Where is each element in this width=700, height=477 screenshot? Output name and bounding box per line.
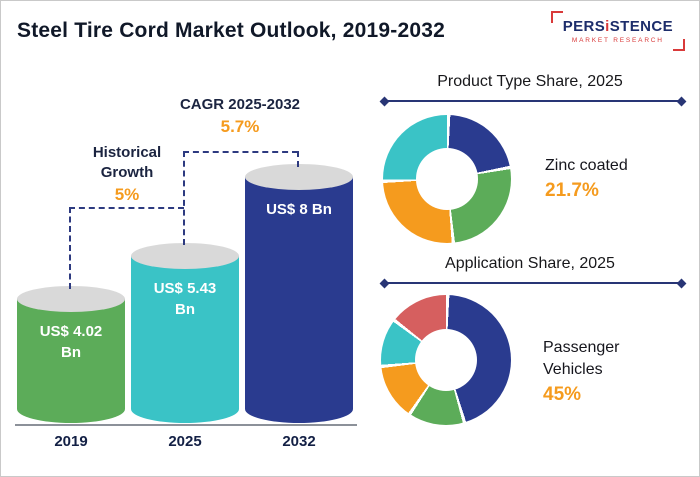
annotation-label: CAGR 2025-2032 — [179, 96, 301, 113]
donut-product-type — [383, 115, 511, 243]
brand-part-i: i — [605, 18, 610, 35]
brand-wordmark: PERSiSTENCE — [563, 18, 673, 35]
annotation-cagr: CAGR 2025-2032 5.7% — [165, 95, 315, 137]
bar-cap — [131, 243, 239, 269]
connector-line — [69, 207, 71, 289]
section-divider — [383, 282, 683, 284]
bar-2025: US$ 5.43 Bn — [131, 243, 239, 423]
bar-2019: US$ 4.02 Bn — [17, 286, 125, 423]
section-title-application: Application Share, 2025 — [445, 255, 615, 272]
bar-value-label-2032: US$ 8 Bn — [266, 201, 332, 218]
brand-tagline: MARKET RESEARCH — [571, 37, 664, 44]
brand-logo: PERSiSTENCE MARKET RESEARCH — [550, 11, 686, 51]
bar-cap — [17, 286, 125, 312]
section-divider — [383, 100, 683, 102]
annotation-historical-growth: Historical Growth 5% — [77, 143, 177, 205]
x-tick-2019: 2019 — [54, 433, 88, 450]
annotation-value: 5.7% — [220, 117, 260, 136]
donut-application — [381, 295, 511, 425]
bar-value-label-2025: US$ 5.43 Bn — [153, 280, 217, 318]
annotation-value: 5% — [114, 185, 140, 204]
donut-hole — [416, 148, 478, 210]
connector-line — [69, 207, 184, 209]
page-title: Steel Tire Cord Market Outlook, 2019-203… — [17, 19, 445, 42]
brand-part-pre: PERS — [562, 18, 606, 35]
annotation-label: Historical Growth — [92, 144, 162, 181]
highlight-label: Zinc coated — [545, 157, 628, 174]
connector-line — [183, 151, 185, 245]
connector-line — [183, 151, 298, 153]
highlight-value: 21.7% — [545, 180, 599, 201]
donut-hole — [414, 328, 478, 392]
donut-highlight-application: Passenger Vehicles 45% — [543, 337, 661, 406]
bar-2032: US$ 8 Bn — [245, 164, 353, 423]
connector-line — [297, 151, 299, 167]
x-tick-2025: 2025 — [168, 433, 202, 450]
x-tick-2032: 2032 — [282, 433, 316, 450]
highlight-label: Passenger Vehicles — [543, 339, 620, 378]
donut-highlight-product-type: Zinc coated 21.7% — [545, 155, 663, 202]
x-axis-line — [15, 424, 357, 426]
brand-part-post: STENCE — [609, 18, 673, 35]
highlight-value: 45% — [543, 384, 582, 405]
bar-value-label-2019: US$ 4.02 Bn — [39, 323, 103, 361]
section-title-product-type: Product Type Share, 2025 — [437, 73, 623, 90]
bar-cap — [245, 164, 353, 190]
